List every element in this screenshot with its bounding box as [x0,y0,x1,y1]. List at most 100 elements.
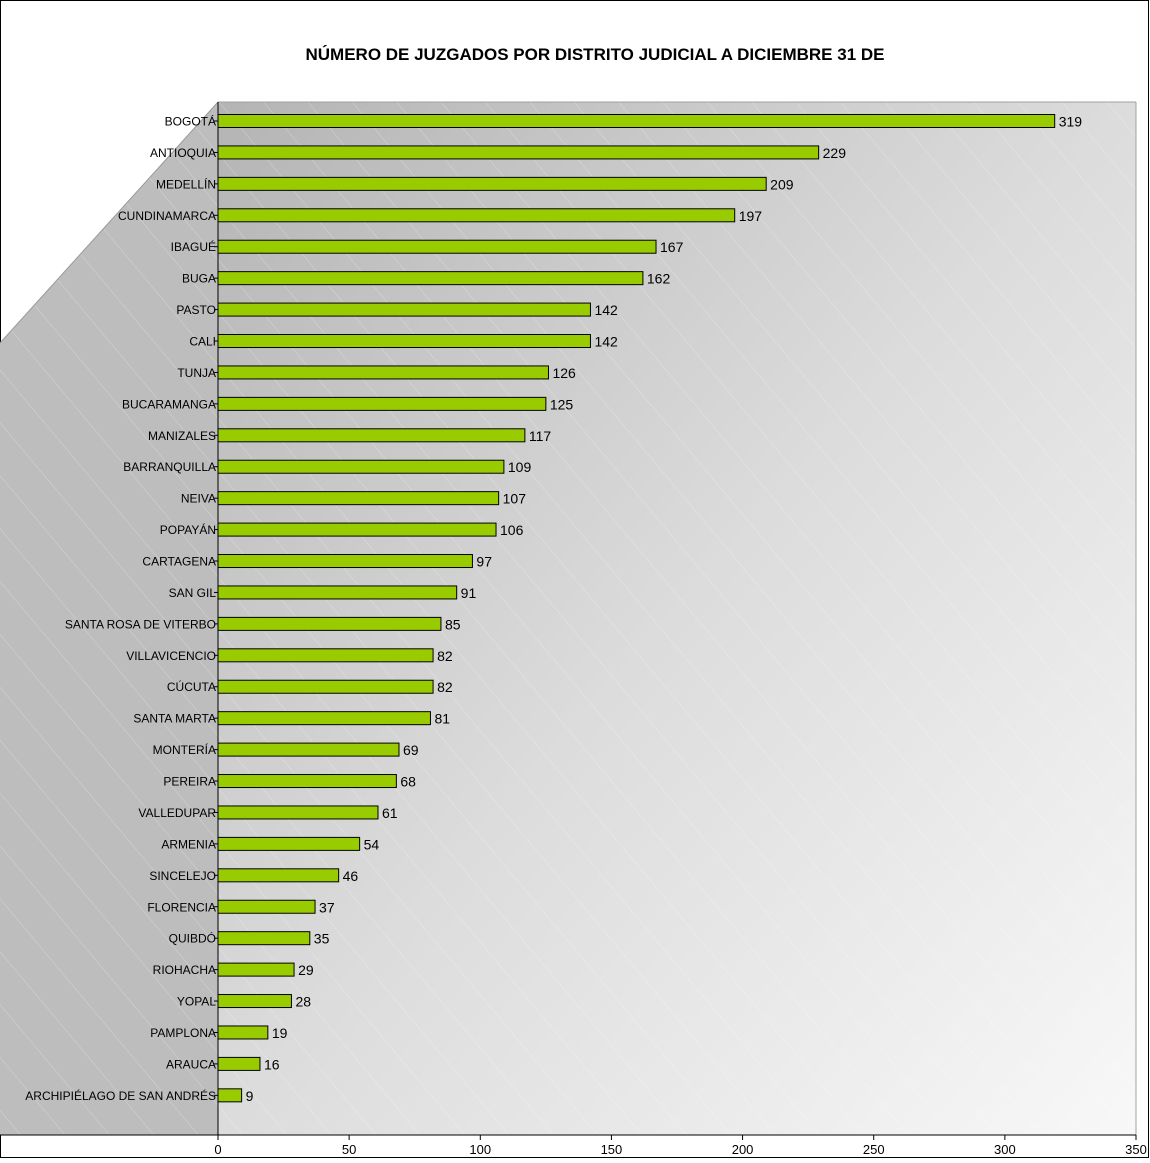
category-label-16: SANTA ROSA DE VITERBO [65,617,216,631]
value-label-1: 229 [823,145,847,161]
bar-7 [217,334,591,349]
x-tick-label-1: 50 [342,1142,356,1157]
category-label-1: ANTIOQUIA [150,146,216,160]
bar-19 [217,711,431,726]
value-label-0: 319 [1059,114,1083,130]
value-label-29: 19 [272,1025,288,1041]
value-label-16: 85 [445,616,461,632]
value-label-12: 107 [503,491,527,507]
value-label-24: 46 [343,868,359,884]
category-label-13: POPAYÁN [160,522,216,537]
value-label-2: 209 [770,176,794,192]
value-label-20: 69 [403,742,419,758]
bar-12 [217,491,500,506]
category-label-25: FLORENCIA [147,900,216,914]
value-label-23: 54 [364,836,380,852]
category-label-15: SAN GIL [169,586,217,600]
category-label-17: VILLAVICENCIO [126,649,216,663]
category-label-9: BUCARAMANGA [122,397,216,411]
bars [217,114,1056,1103]
category-label-3: CUNDINAMARCA [118,209,216,223]
category-label-19: SANTA MARTA [133,712,216,726]
category-label-0: BOGOTÁ [165,114,216,129]
value-label-11: 109 [508,459,532,475]
value-label-31: 9 [246,1088,254,1104]
value-label-18: 82 [437,679,453,695]
value-label-26: 35 [314,931,330,947]
bar-25 [217,899,316,914]
bar-16 [217,616,442,631]
value-label-5: 162 [647,271,671,287]
bar-9 [217,396,547,411]
bar-18 [217,679,434,694]
category-label-12: NEIVA [181,492,216,506]
bar-15 [217,585,458,600]
category-label-11: BARRANQUILLA [123,460,216,474]
category-label-2: MEDELLÍN [156,176,216,191]
plot-side-wall-texture [0,102,218,1135]
x-tick-label-6: 300 [994,1142,1016,1157]
category-label-14: CARTAGENA [142,555,216,569]
labels: BOGOTÁ 319 ANTIOQUIA 229 MEDELLÍN 209 CUNDINAM… [25,114,1082,1104]
category-label-10: MANIZALES [148,429,216,443]
category-label-28: YOPAL [177,995,216,1009]
bar-21 [217,774,397,789]
value-label-13: 106 [500,522,524,538]
value-label-14: 97 [476,554,492,570]
value-label-9: 125 [550,396,574,412]
value-label-19: 81 [434,711,450,727]
category-label-8: TUNJA [177,366,216,380]
bar-30 [217,1056,261,1071]
chart-title: NÚMERO DE JUZGADOS POR DISTRITO JUDICIAL… [305,45,885,64]
bar-6 [217,302,591,317]
bar-11 [217,459,505,474]
category-label-5: BUGA [182,272,216,286]
bar-2 [217,176,767,191]
category-label-21: PEREIRA [163,775,216,789]
plot-wall-texture [218,102,1136,1135]
bar-1 [217,145,820,160]
bar-27 [217,962,295,977]
x-tick-label-3: 150 [601,1142,623,1157]
category-label-18: CÚCUTA [167,679,216,694]
bar-4 [217,239,657,254]
bar-14 [217,554,473,569]
value-label-17: 82 [437,648,453,664]
value-label-30: 16 [264,1056,280,1072]
value-label-3: 197 [739,208,763,224]
value-label-10: 117 [529,428,552,444]
x-tick-label-4: 200 [732,1142,754,1157]
category-label-26: QUIBDÓ [169,931,216,946]
bar-28 [217,994,292,1009]
bar-29 [217,1025,269,1040]
bar-26 [217,931,311,946]
value-label-25: 37 [319,899,335,915]
bar-22 [217,805,379,820]
bar-24 [217,868,340,883]
x-tick-label-5: 250 [863,1142,885,1157]
x-tick-label-0: 0 [214,1142,221,1157]
x-tick-label-2: 100 [469,1142,491,1157]
value-label-15: 91 [461,585,477,601]
category-label-6: PASTO [176,303,216,317]
bar-23 [217,836,361,851]
category-label-29: PAMPLONA [150,1026,216,1040]
value-label-7: 142 [594,334,618,350]
bar-10 [217,428,526,443]
category-label-31: ARCHIPIÉLAGO DE SAN ANDRÉS [25,1088,216,1103]
bar-0 [217,114,1056,128]
value-label-27: 29 [298,962,314,978]
bar-31 [217,1088,243,1103]
category-label-7: CALI [189,335,216,349]
bar-5 [217,271,644,286]
value-label-6: 142 [594,302,618,318]
wall-edge [0,101,219,344]
value-label-4: 167 [660,239,684,255]
category-label-27: RIOHACHA [153,963,216,977]
bar-8 [217,365,549,380]
value-label-8: 126 [552,365,576,381]
category-label-22: VALLEDUPAR [138,806,216,820]
category-label-23: ARMENIA [161,837,216,851]
